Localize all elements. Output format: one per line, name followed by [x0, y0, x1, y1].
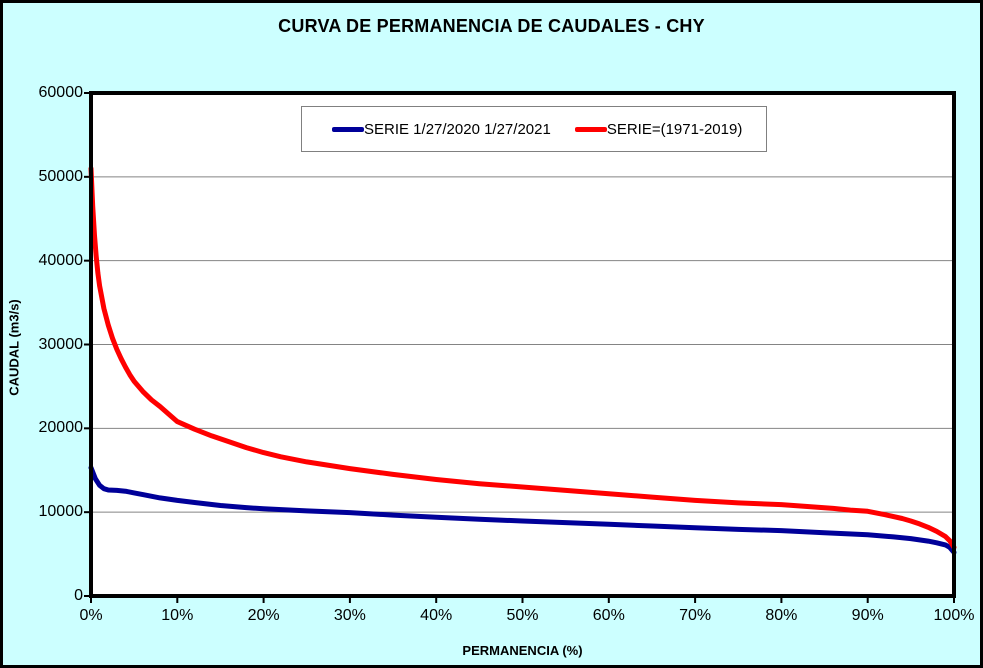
x-axis-title: PERMANENCIA (%) [462, 643, 583, 658]
legend-label-serie-1971-2019: SERIE=(1971-2019) [606, 120, 743, 138]
series-line-red [88, 166, 957, 550]
x-tick-label: 100% [933, 607, 975, 624]
legend: SERIE 1/27/2020 1/27/2021 SERIE=(1971-20… [301, 106, 767, 152]
series-line-navy [88, 465, 957, 555]
y-tick-label: 0 [74, 587, 83, 604]
y-axis-title: CAUDAL (m3/s) [6, 299, 22, 396]
y-tick-label: 20000 [38, 419, 84, 437]
x-tick-label: 40% [420, 607, 453, 624]
y-tick-label: 10000 [38, 503, 84, 521]
y-tick-label: 60000 [38, 84, 84, 101]
legend-item-serie-1971-2019: SERIE=(1971-2019) [574, 120, 743, 138]
x-tick-label: 80% [765, 607, 798, 624]
plot-area [84, 91, 957, 603]
chart-title: CURVA DE PERMANENCIA DE CAUDALES - CHY [278, 16, 705, 36]
navy-line-swatch-icon [332, 126, 364, 132]
legend-label-serie-2020-2021: SERIE 1/27/2020 1/27/2021 [364, 120, 551, 138]
x-tick-label: 90% [851, 607, 884, 624]
y-tick-label: 30000 [38, 335, 84, 353]
x-tick-label: 70% [679, 607, 712, 624]
x-tick-label: 60% [592, 607, 625, 624]
x-tick-label: 10% [161, 607, 194, 624]
legend-item-serie-2020-2021: SERIE 1/27/2020 1/27/2021 [332, 121, 551, 138]
x-tick-label: 30% [333, 607, 366, 624]
y-tick-label: 50000 [38, 167, 84, 185]
plot-frame [89, 91, 956, 598]
y-tick-label: 40000 [38, 251, 84, 269]
x-tick-label: 50% [506, 607, 539, 624]
red-line-swatch-icon [574, 126, 607, 132]
x-tick-label: 20% [247, 607, 280, 624]
x-tick-label: 0% [79, 607, 103, 624]
